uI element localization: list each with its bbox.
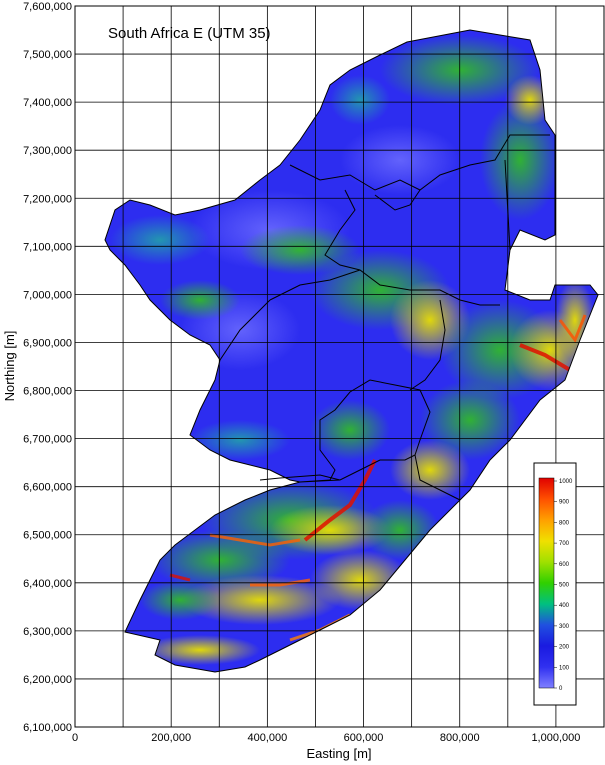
colorbar-tick-label: 300 xyxy=(559,624,570,630)
colorbar-tick-label: 100 xyxy=(559,665,570,671)
plot-frame xyxy=(74,5,605,728)
y-tick-label: 7,300,000 xyxy=(23,145,72,157)
colorbar-tick-label: 700 xyxy=(559,541,570,547)
y-tick-label: 7,400,000 xyxy=(23,97,72,109)
colorbar-tick-label: 600 xyxy=(559,562,570,568)
colorbar-tick-label: 800 xyxy=(559,520,570,526)
x-tick-label: 600,000 xyxy=(344,732,384,744)
y-tick-label: 6,400,000 xyxy=(23,578,72,590)
y-tick-label: 6,200,000 xyxy=(23,674,72,686)
y-tick-label: 7,000,000 xyxy=(23,289,72,301)
colorbar-tick-label: 900 xyxy=(559,500,570,506)
colorbar-tick-label: 0 xyxy=(559,686,563,692)
x-tick-label: 0 xyxy=(72,732,78,744)
y-tick-label: 7,100,000 xyxy=(23,241,72,253)
x-tick-label: 200,000 xyxy=(151,732,191,744)
y-tick-label: 7,200,000 xyxy=(23,193,72,205)
grid-lines xyxy=(75,6,604,727)
y-tick-label: 6,300,000 xyxy=(23,626,72,638)
country-outline xyxy=(104,29,599,673)
colorbar-tick-label: 200 xyxy=(559,645,570,651)
y-tick-label: 6,700,000 xyxy=(23,434,72,446)
colorbar-tick-label: 1000 xyxy=(559,479,573,485)
x-tick-label: 400,000 xyxy=(247,732,287,744)
x-tick-label: 800,000 xyxy=(440,732,480,744)
y-tick-label: 7,600,000 xyxy=(23,1,72,13)
y-tick-label: 6,900,000 xyxy=(23,337,72,349)
y-tick-label: 6,600,000 xyxy=(23,482,72,494)
x-axis-ticks: 0 200,000 400,000 600,000 800,000 1,000,000 xyxy=(72,732,580,744)
colorbar-ramp xyxy=(538,477,555,689)
y-tick-label: 6,500,000 xyxy=(23,530,72,542)
y-tick-label: 7,500,000 xyxy=(23,49,72,61)
map-title: South Africa E (UTM 35) xyxy=(108,25,271,42)
y-tick-label: 6,100,000 xyxy=(23,722,72,734)
colorbar-tick-label: 400 xyxy=(559,603,570,609)
x-tick-label: 1,000,000 xyxy=(531,732,580,744)
y-axis-title: Northing [m] xyxy=(2,331,17,402)
x-axis-title: Easting [m] xyxy=(306,746,371,761)
y-axis-ticks: 7,600,000 7,500,000 7,400,000 7,300,000 7,20… xyxy=(23,1,72,734)
y-tick-label: 6,800,000 xyxy=(23,386,72,398)
colorbar-tick-label: 500 xyxy=(559,583,570,589)
